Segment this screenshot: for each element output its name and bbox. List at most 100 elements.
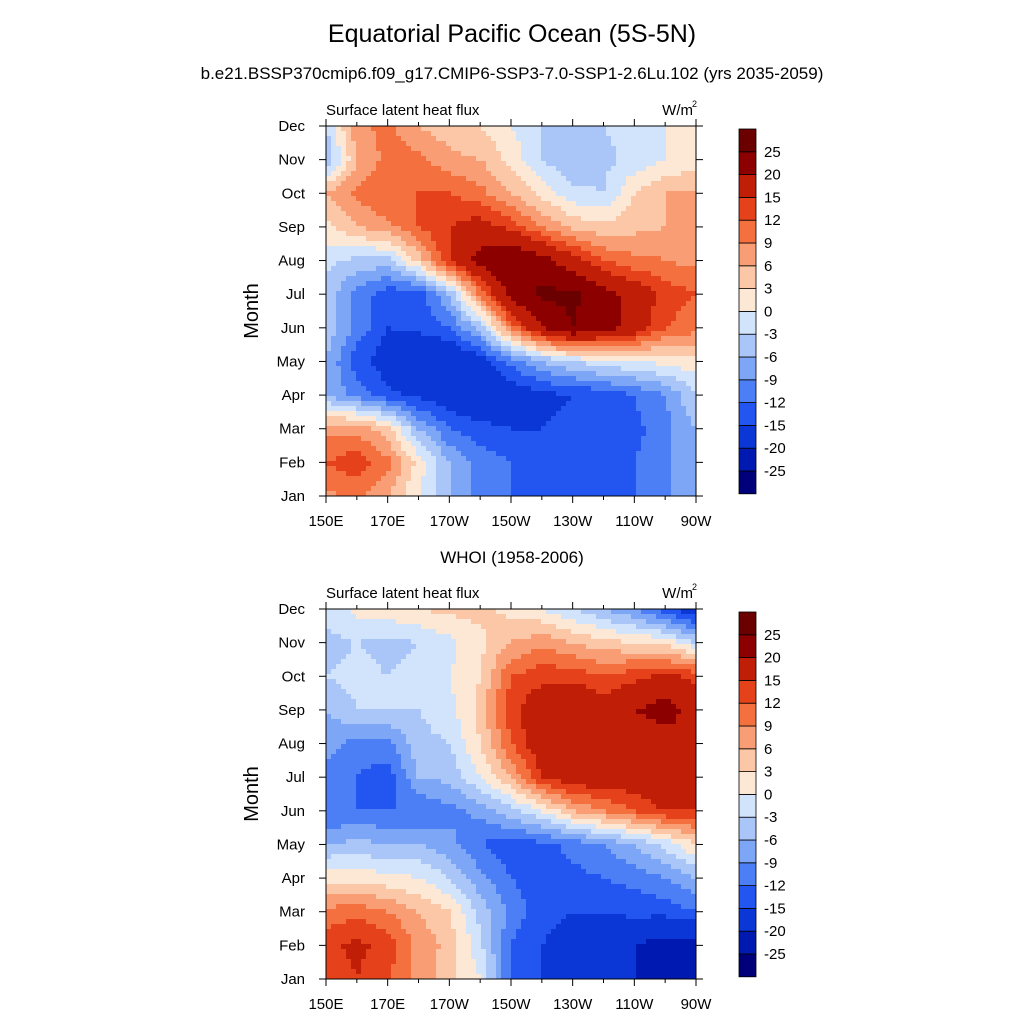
heatmap-field bbox=[326, 609, 696, 979]
y-tick-label: Feb bbox=[279, 454, 305, 471]
colorbar-label: 3 bbox=[764, 281, 772, 298]
colorbar-label: -15 bbox=[764, 900, 786, 917]
colorbar-label: 0 bbox=[764, 303, 772, 320]
colorbar-label: 0 bbox=[764, 786, 772, 803]
y-tick-label: Mar bbox=[279, 904, 305, 921]
colorbar-box bbox=[738, 930, 757, 955]
heatmap-field bbox=[326, 126, 696, 496]
colorbar-box bbox=[738, 333, 757, 358]
colorbar: -25 -20 -15 -12 -9 -6 -3 0 3 6 9 12 15 20 25 bbox=[738, 611, 786, 978]
colorbar-label: 9 bbox=[764, 718, 772, 735]
colorbar-box bbox=[738, 862, 757, 886]
x-tick-label: 110W bbox=[615, 996, 654, 1013]
colorbar-label: -20 bbox=[764, 923, 786, 940]
y-tick-label: Aug bbox=[278, 736, 305, 753]
units-superscript: 2 bbox=[692, 99, 697, 109]
x-tick-label: 170E bbox=[370, 996, 405, 1013]
colorbar-label: -9 bbox=[764, 855, 777, 872]
colorbar-box bbox=[738, 657, 757, 681]
colorbar: -25 -20 -15 -12 -9 -6 -3 0 3 6 9 12 15 20 25 bbox=[738, 128, 786, 495]
colorbar-label: -3 bbox=[764, 809, 777, 826]
colorbar-label: -6 bbox=[764, 832, 777, 849]
colorbar-box bbox=[738, 953, 757, 978]
colorbar-box bbox=[738, 447, 757, 472]
y-tick-label: Jun bbox=[281, 803, 305, 820]
y-tick-label: Mar bbox=[279, 421, 305, 438]
colorbar-label: 12 bbox=[764, 212, 781, 229]
colorbar-label: -9 bbox=[764, 372, 777, 389]
colorbar-box bbox=[738, 379, 757, 403]
y-tick-label: Apr bbox=[282, 387, 305, 404]
colorbar-box bbox=[738, 816, 757, 841]
colorbar-box bbox=[738, 174, 757, 198]
colorbar-box bbox=[738, 885, 757, 909]
colorbar-label: -6 bbox=[764, 349, 777, 366]
colorbar-label: -3 bbox=[764, 326, 777, 343]
colorbar-box bbox=[738, 725, 757, 750]
colorbar-box bbox=[738, 611, 757, 636]
x-tick-label: 110W bbox=[615, 513, 654, 530]
x-tick-label: 130W bbox=[553, 513, 593, 530]
colorbar-box bbox=[738, 794, 757, 818]
colorbar-box bbox=[738, 470, 757, 495]
colorbar-label: 15 bbox=[764, 189, 781, 206]
colorbar-label: 20 bbox=[764, 650, 781, 667]
x-tick-label: 150E bbox=[308, 513, 343, 530]
colorbar-box bbox=[738, 265, 757, 289]
y-tick-label: Dec bbox=[278, 601, 305, 618]
colorbar-label: 3 bbox=[764, 764, 772, 781]
panel-right-string: W/m bbox=[662, 585, 693, 602]
y-tick-label: Jul bbox=[286, 286, 305, 303]
colorbar-box bbox=[738, 680, 757, 704]
y-tick-label: Nov bbox=[278, 152, 305, 169]
y-tick-label: May bbox=[277, 836, 306, 853]
colorbar-label: -15 bbox=[764, 417, 786, 434]
x-tick-label: 90W bbox=[681, 996, 713, 1013]
y-axis-label: Month bbox=[241, 283, 263, 339]
colorbar-box bbox=[738, 242, 757, 267]
x-tick-label: 90W bbox=[681, 513, 713, 530]
x-tick-label: 170E bbox=[370, 513, 405, 530]
y-tick-label: Jan bbox=[281, 488, 305, 505]
colorbar-box bbox=[738, 128, 757, 153]
colorbar-box bbox=[738, 196, 757, 221]
panel-left-string: Surface latent heat flux bbox=[326, 102, 480, 119]
y-tick-label: Dec bbox=[278, 118, 305, 135]
y-axis-label: Month bbox=[241, 766, 263, 822]
y-tick-label: Oct bbox=[282, 668, 306, 685]
colorbar-label: 6 bbox=[764, 258, 772, 275]
colorbar-box bbox=[738, 402, 757, 426]
colorbar-label: 25 bbox=[764, 144, 781, 161]
colorbar-box bbox=[738, 839, 757, 864]
colorbar-box bbox=[738, 748, 757, 772]
colorbar-label: 20 bbox=[764, 167, 781, 184]
page-subtitle: b.e21.BSSP370cmip6.f09_g17.CMIP6-SSP3-7.… bbox=[200, 64, 824, 83]
y-tick-label: Jul bbox=[286, 769, 305, 786]
y-tick-label: Feb bbox=[279, 937, 305, 954]
colorbar-label: 9 bbox=[764, 235, 772, 252]
colorbar-label: -25 bbox=[764, 463, 786, 480]
colorbar-label: -20 bbox=[764, 440, 786, 457]
y-tick-label: Sep bbox=[278, 702, 305, 719]
y-tick-label: May bbox=[277, 353, 306, 370]
colorbar-box bbox=[738, 288, 757, 312]
colorbar-label: 6 bbox=[764, 741, 772, 758]
colorbar-box bbox=[738, 702, 757, 727]
colorbar-box bbox=[738, 310, 757, 335]
colorbar-label: 25 bbox=[764, 627, 781, 644]
x-tick-label: 150W bbox=[491, 996, 531, 1013]
colorbar-label: 12 bbox=[764, 695, 781, 712]
x-tick-label: 170W bbox=[430, 513, 470, 530]
panel-left-string: Surface latent heat flux bbox=[326, 585, 480, 602]
colorbar-label: -12 bbox=[764, 878, 786, 895]
y-tick-label: Sep bbox=[278, 219, 305, 236]
colorbar-box bbox=[738, 356, 757, 381]
colorbar-box bbox=[738, 634, 757, 658]
y-tick-label: Jan bbox=[281, 971, 305, 988]
colorbar-label: -25 bbox=[764, 946, 786, 963]
panel-right-string: W/m bbox=[662, 102, 693, 119]
colorbar-box bbox=[738, 424, 757, 449]
chart-panel-1: 150E 170E 170W 150W 130W 110W 90W Jan Feb Mar Apr M… bbox=[241, 99, 786, 530]
colorbar-label: -12 bbox=[764, 395, 786, 412]
